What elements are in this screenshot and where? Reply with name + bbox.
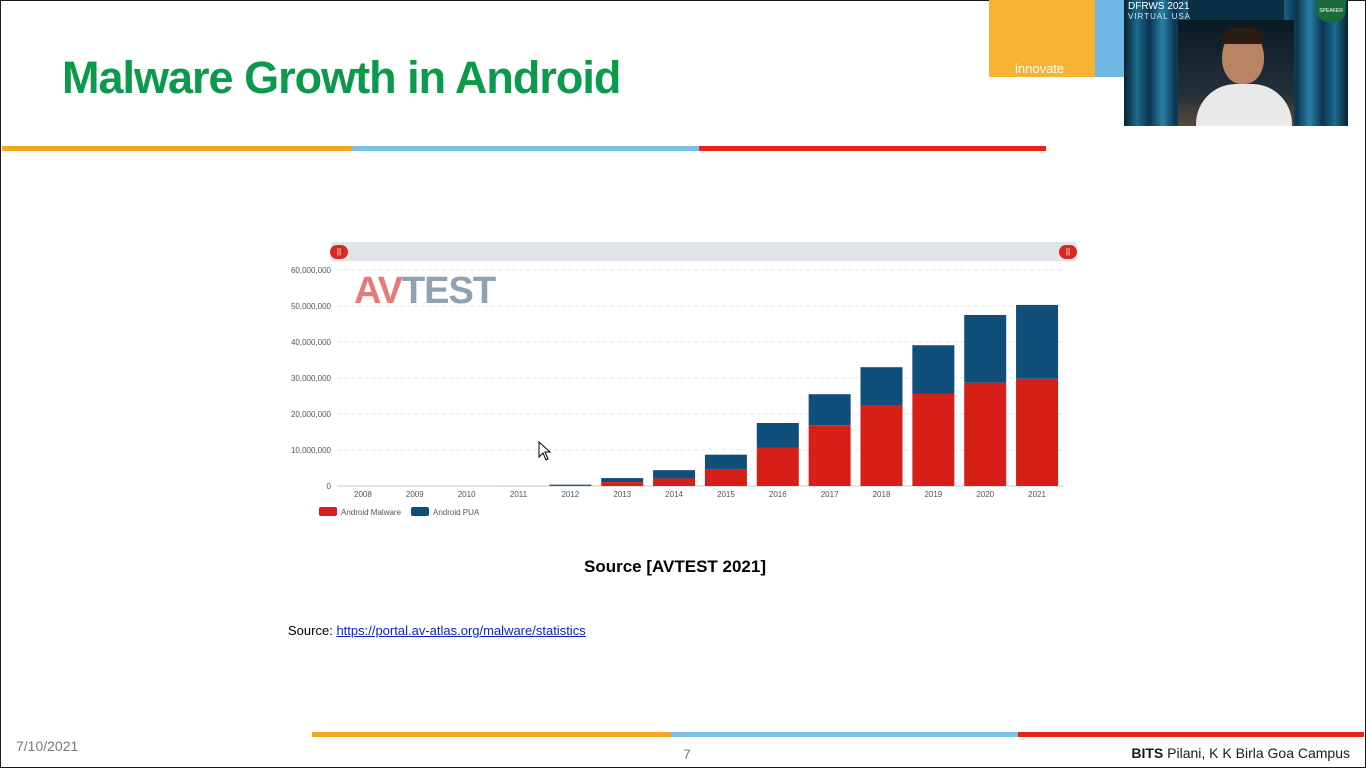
x-tick-label: 2013 — [613, 490, 631, 499]
bottom-stripe-blue — [671, 732, 1018, 737]
footer-rest: Pilani, K K Birla Goa Campus — [1163, 745, 1350, 761]
slider-left-knob[interactable]: || — [330, 245, 348, 259]
slider-right-knob[interactable]: || — [1059, 245, 1077, 259]
brand-text: innovate — [1015, 61, 1065, 76]
legend-label-pua[interactable]: Android PUA — [433, 508, 480, 517]
slide-title: Malware Growth in Android — [62, 52, 621, 103]
bar-pua-2020[interactable] — [964, 315, 1007, 383]
bar-malware-2016[interactable] — [756, 447, 799, 486]
x-tick-label: 2018 — [873, 490, 891, 499]
bottom-stripe-orange — [312, 732, 671, 737]
y-tick-label: 10,000,000 — [291, 446, 332, 455]
bar-pua-2017[interactable] — [808, 394, 851, 426]
curtain-left — [1124, 0, 1188, 126]
bar-malware-2014[interactable] — [653, 478, 696, 486]
speaker-badge: SPEAKER — [1316, 0, 1346, 22]
x-tick-label: 2019 — [924, 490, 942, 499]
chart-caption: Source [AVTEST 2021] — [583, 557, 767, 576]
event-sub: VIRTUAL USA — [1128, 12, 1192, 21]
legend-swatch-pua[interactable] — [411, 507, 429, 516]
top-stripe-red — [699, 146, 1046, 151]
brand-block-blue — [1095, 0, 1124, 77]
y-tick-label: 20,000,000 — [291, 410, 332, 419]
avtest-watermark: AVTEST — [354, 270, 496, 313]
bar-pua-2021[interactable] — [1016, 304, 1059, 379]
speaker-body — [1196, 84, 1292, 126]
webcam-overlay: DFRWS 2021 VIRTUAL USA SPEAKER — [1124, 0, 1348, 126]
bar-malware-2020[interactable] — [964, 382, 1007, 486]
x-tick-label: 2016 — [769, 490, 787, 499]
y-tick-label: 30,000,000 — [291, 374, 332, 383]
y-tick-label: 40,000,000 — [291, 338, 332, 347]
bar-pua-2014[interactable] — [653, 470, 696, 479]
watermark-av: AV — [354, 270, 403, 312]
bar-malware-2013[interactable] — [601, 482, 644, 486]
page-number: 7 — [683, 746, 691, 762]
bar-malware-2015[interactable] — [704, 469, 747, 486]
source-line: Source: https://portal.av-atlas.org/malw… — [288, 623, 586, 638]
bar-pua-2013[interactable] — [601, 478, 644, 483]
x-tick-label: 2011 — [510, 490, 528, 499]
legend-label-malware[interactable]: Android Malware — [341, 508, 402, 517]
x-tick-label: 2009 — [406, 490, 424, 499]
top-stripe-orange — [2, 146, 352, 151]
source-prefix: Source: — [288, 623, 333, 638]
brand-block — [989, 0, 1095, 77]
x-tick-label: 2017 — [821, 490, 839, 499]
event-label: DFRWS 2021 — [1128, 1, 1190, 12]
bar-malware-2012[interactable] — [549, 484, 592, 486]
bar-pua-2015[interactable] — [704, 454, 747, 470]
bar-pua-2016[interactable] — [756, 423, 799, 448]
y-tick-label: 60,000,000 — [291, 266, 332, 275]
bar-pua-2019[interactable] — [912, 345, 955, 394]
source-link[interactable]: https://portal.av-atlas.org/malware/stat… — [336, 623, 586, 638]
top-stripe-blue — [352, 146, 699, 151]
watermark-test: TEST — [401, 270, 496, 312]
y-tick-label: 0 — [327, 482, 332, 491]
x-tick-label: 2020 — [976, 490, 994, 499]
x-tick-label: 2015 — [717, 490, 735, 499]
bar-malware-2019[interactable] — [912, 393, 955, 486]
x-tick-label: 2010 — [458, 490, 476, 499]
chart-range-slider[interactable] — [331, 242, 1077, 261]
bar-malware-2021[interactable] — [1016, 378, 1059, 486]
x-tick-label: 2012 — [561, 490, 579, 499]
speaker-hair — [1222, 28, 1264, 44]
x-tick-label: 2008 — [354, 490, 372, 499]
bar-malware-2017[interactable] — [808, 425, 851, 486]
footer-bold: BITS — [1131, 745, 1164, 761]
legend-swatch-malware[interactable] — [319, 507, 337, 516]
bar-malware-2018[interactable] — [860, 405, 903, 486]
malware-chart: 2008 2009 2010 2011 2012 2013 2014 2015 2016 2017… — [291, 266, 1063, 517]
footer-institution: BITS Pilani, K K Birla Goa Campus — [1131, 745, 1350, 761]
mouse-cursor-icon — [538, 441, 552, 461]
slide-date: 7/10/2021 — [16, 738, 79, 754]
x-tick-label: 2021 — [1028, 490, 1046, 499]
y-tick-label: 50,000,000 — [291, 302, 332, 311]
bottom-stripe-red — [1018, 732, 1364, 737]
bar-pua-2018[interactable] — [860, 367, 903, 405]
x-tick-label: 2014 — [665, 490, 683, 499]
